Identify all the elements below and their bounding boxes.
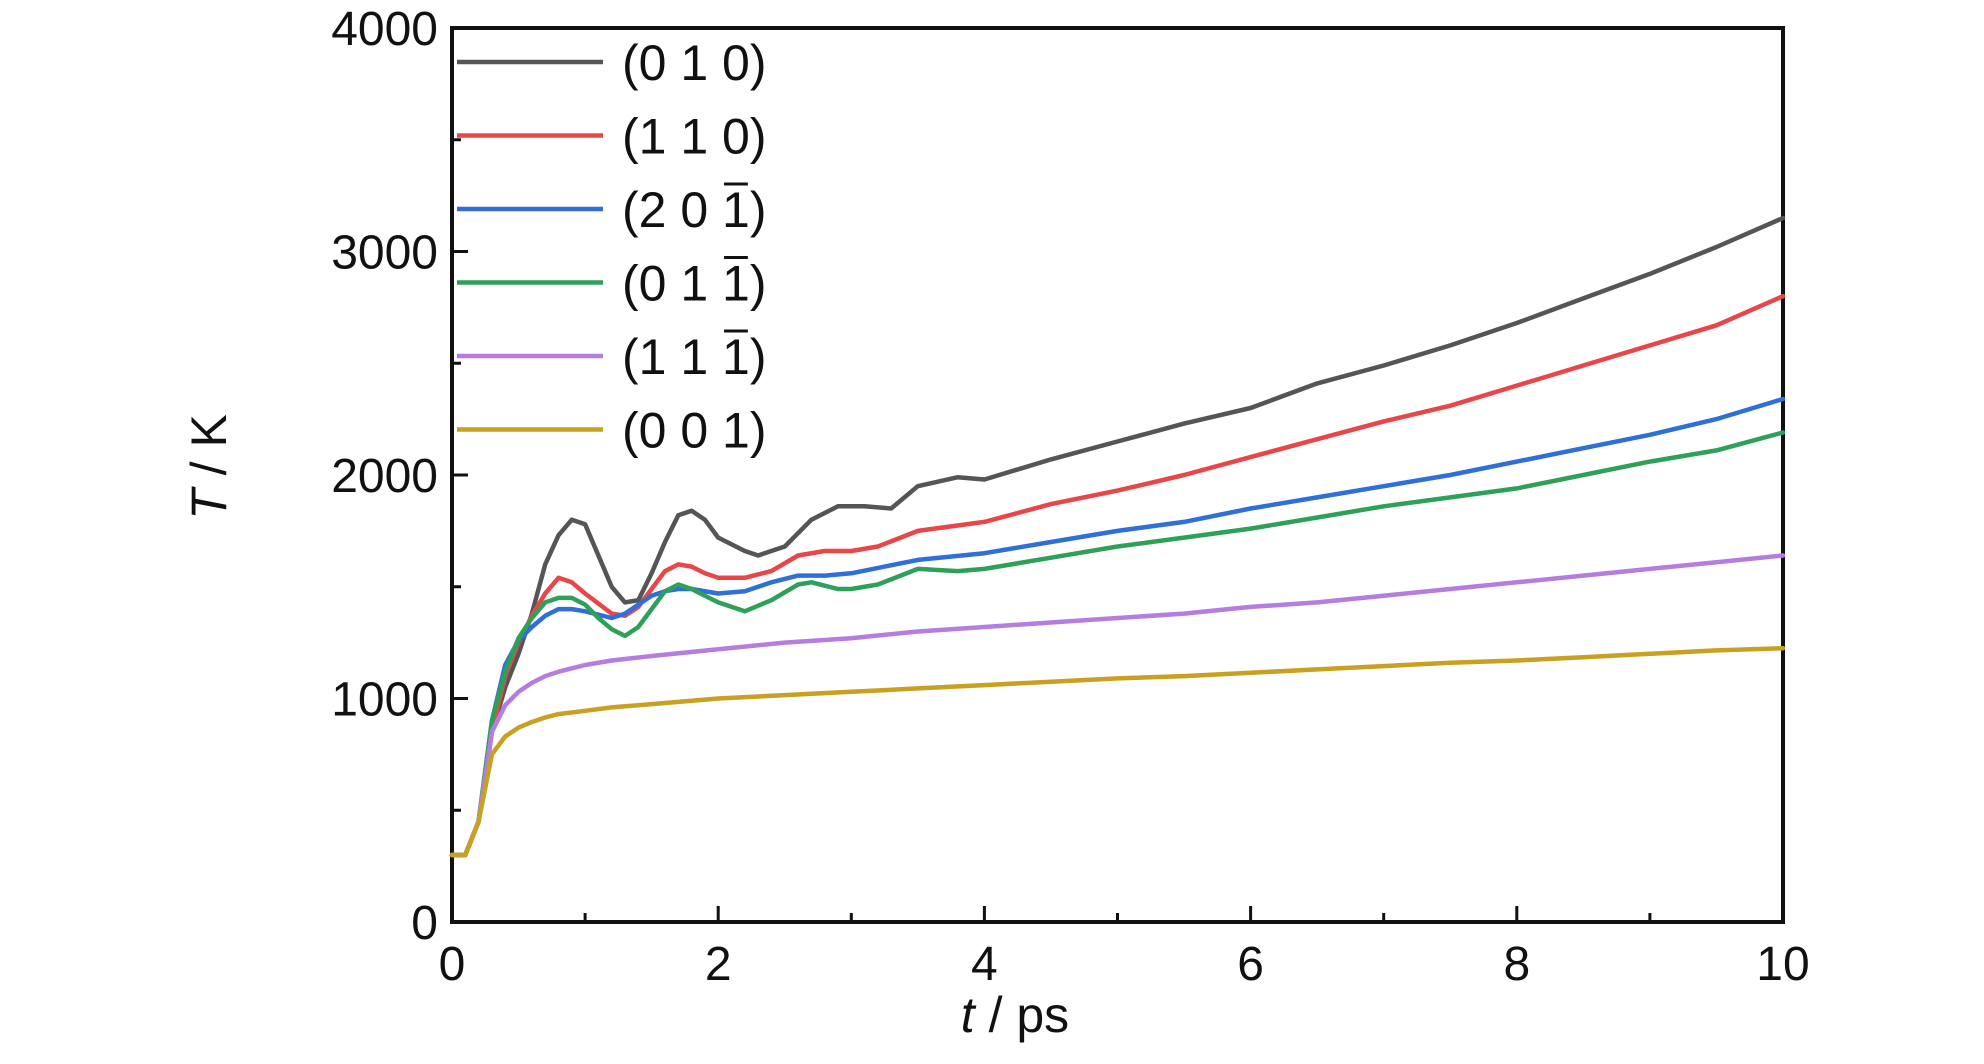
y-tick-label: 1000 (331, 674, 438, 727)
y-tick-label: 2000 (331, 450, 438, 503)
series-line-2 (449, 293, 1786, 858)
x-tick-label: 4 (971, 938, 998, 991)
legend-label-6: (0 0 1) (622, 403, 767, 459)
plot-area: 0 2 4 6 8 10 0 1000 2000 3000 4000 (0 1 0) (1 1 0) (2… (331, 3, 1809, 991)
legend-label-2: (1 1 0) (622, 109, 767, 165)
series-line-3 (449, 396, 1786, 858)
x-tick-label: 10 (1756, 938, 1809, 991)
y-tick-label: 4000 (331, 3, 438, 56)
y-tick-label: 0 (411, 897, 438, 950)
legend-label-5: (1 1 1) (622, 329, 767, 385)
x-axis-label: t / ps (961, 987, 1069, 1043)
legend-label-3: (2 0 1) (622, 182, 767, 238)
series-line-6 (449, 645, 1786, 858)
legend-label-4: (0 1 1) (622, 256, 767, 312)
y-axis-label: T / K (181, 414, 237, 520)
x-tick-label: 0 (439, 938, 466, 991)
series-line-5 (449, 553, 1786, 858)
series-line-4 (449, 430, 1786, 858)
series-line-1 (449, 215, 1786, 858)
legend-label-1: (0 1 0) (622, 35, 767, 91)
x-tick-label: 8 (1503, 938, 1530, 991)
y-tick-label: 3000 (331, 227, 438, 280)
x-tick-label: 2 (705, 938, 732, 991)
x-tick-label: 6 (1237, 938, 1264, 991)
